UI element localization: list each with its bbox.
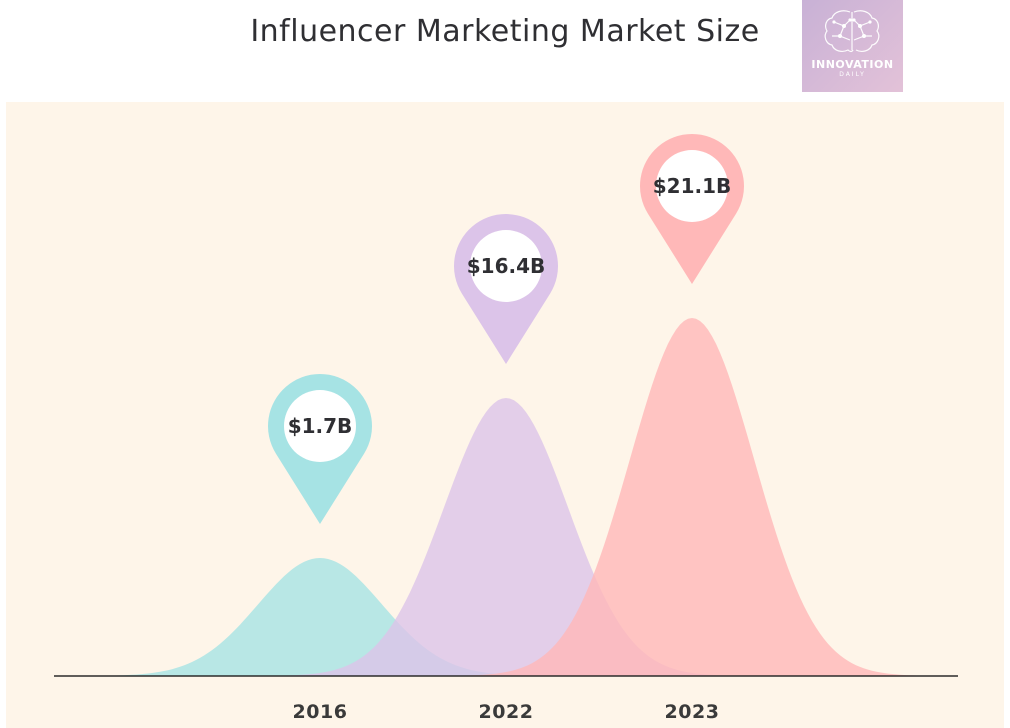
value-label: $1.7B [288,414,353,438]
innovation-daily-logo: INNOVATION DAILY [802,0,903,92]
logo-text: INNOVATION [811,58,894,71]
value-label: $16.4B [467,254,546,278]
pin-inner-circle [470,230,542,302]
pin-inner-circle [284,390,356,462]
plot-area: 2016 2022 2023 $1.7B $16.4B $21.1B [6,102,1004,728]
value-label: $21.1B [653,174,732,198]
curve-2016 [72,558,568,676]
logo-subtext: DAILY [839,71,866,78]
pin-inner-circle [656,150,728,222]
x-tick-2023: 2023 [665,701,720,723]
curve-2022 [258,398,754,676]
brain-icon [824,10,880,53]
pin-2016: $1.7B [268,374,373,524]
x-tick-2016: 2016 [293,701,348,723]
x-tick-2022: 2022 [479,701,534,723]
pin-2022: $16.4B [454,214,559,364]
market-size-chart: 2016 2022 2023 $1.7B $16.4B $21.1B [54,134,958,723]
chart-title: Influencer Marketing Market Size [250,14,760,49]
pin-2023: $21.1B [640,134,745,284]
curve-2023 [444,318,940,676]
